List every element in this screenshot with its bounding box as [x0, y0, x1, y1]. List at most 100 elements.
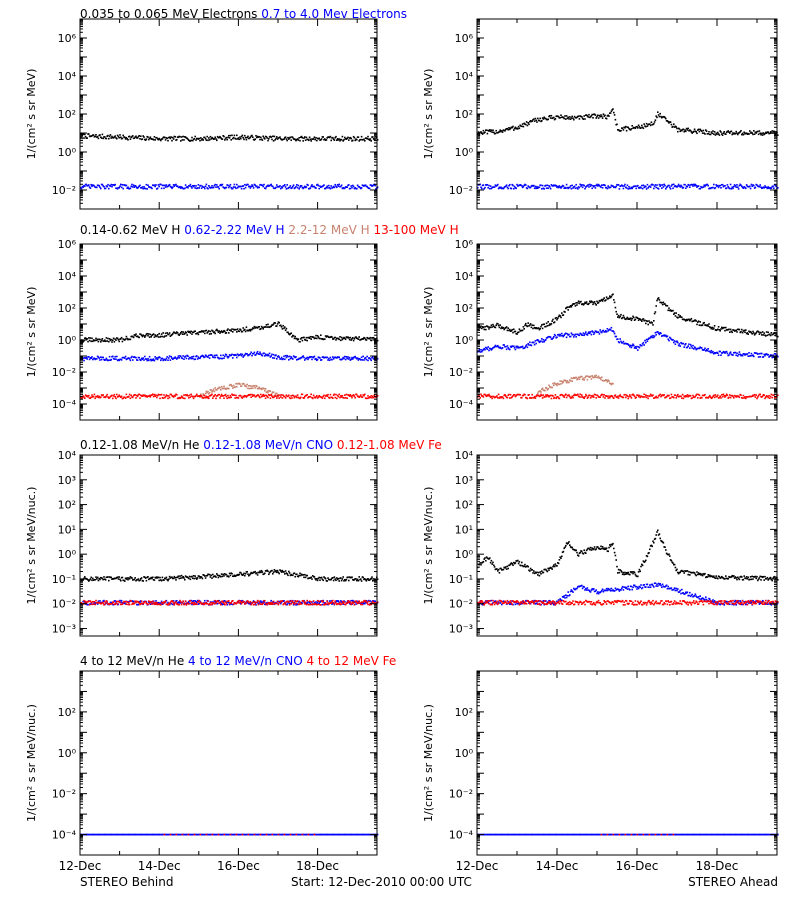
data-point	[509, 183, 511, 186]
data-point	[301, 393, 304, 396]
data-point	[228, 387, 230, 390]
data-point	[320, 334, 322, 336]
data-point	[572, 333, 574, 336]
data-point	[615, 335, 617, 338]
data-point	[113, 577, 116, 580]
data-point	[124, 138, 127, 140]
data-point	[145, 395, 148, 397]
data-point	[569, 185, 572, 187]
data-point	[286, 184, 288, 186]
data-point	[689, 186, 691, 188]
data-point	[119, 134, 121, 136]
data-point	[609, 295, 611, 297]
data-point	[260, 388, 263, 391]
data-point	[311, 184, 313, 186]
data-point	[707, 348, 709, 350]
data-point	[172, 333, 174, 335]
data-point	[510, 346, 513, 348]
data-point	[488, 328, 490, 330]
data-point	[648, 320, 650, 322]
data-point	[186, 186, 188, 188]
data-point	[694, 183, 697, 186]
data-point	[144, 394, 146, 396]
data-point	[698, 347, 701, 350]
data-point	[104, 340, 107, 343]
data-point	[214, 387, 216, 389]
data-point	[673, 123, 675, 125]
data-point	[533, 118, 535, 120]
data-point	[721, 183, 724, 186]
data-point	[637, 184, 639, 187]
data-point	[214, 183, 216, 186]
data-point	[192, 355, 195, 358]
data-point	[490, 324, 493, 326]
data-point	[596, 300, 598, 303]
data-point	[296, 184, 298, 186]
data-point	[563, 117, 565, 120]
data-point	[154, 185, 156, 188]
data-point	[316, 335, 319, 337]
data-point	[633, 344, 635, 347]
data-point	[97, 340, 100, 343]
data-point	[170, 355, 172, 358]
data-point	[139, 397, 141, 399]
data-point	[250, 396, 252, 398]
data-point	[360, 187, 363, 189]
data-point	[684, 319, 686, 321]
data-point	[571, 115, 573, 118]
data-point	[486, 348, 489, 350]
data-point	[279, 185, 281, 187]
data-point	[561, 382, 564, 384]
data-point	[135, 397, 137, 399]
data-point	[747, 333, 749, 335]
data-point	[713, 352, 715, 355]
data-point	[208, 357, 211, 359]
data-point	[637, 394, 639, 396]
data-point	[83, 577, 85, 580]
data-point	[228, 186, 230, 189]
data-point	[709, 350, 711, 353]
data-point	[570, 187, 573, 190]
data-point	[128, 357, 130, 359]
data-point	[576, 116, 578, 119]
data-point	[250, 387, 252, 390]
data-point	[363, 138, 365, 141]
data-point	[767, 396, 769, 399]
data-point	[121, 397, 124, 400]
data-point	[670, 123, 673, 126]
data-point	[243, 383, 245, 385]
data-point	[718, 185, 721, 187]
data-point	[482, 348, 485, 351]
data-point	[96, 135, 99, 138]
data-point	[296, 138, 299, 140]
data-point	[490, 349, 493, 351]
y-tick-label: 10²	[58, 302, 76, 315]
data-point	[122, 187, 124, 190]
data-point	[154, 395, 156, 397]
data-point	[336, 138, 339, 140]
data-point	[180, 574, 183, 577]
data-point	[537, 187, 539, 189]
data-point	[334, 136, 336, 139]
data-point	[368, 337, 371, 340]
data-point	[221, 138, 224, 140]
data-point	[240, 185, 242, 188]
data-point	[484, 326, 486, 328]
data-point	[104, 396, 107, 399]
data-point	[153, 579, 156, 581]
data-point	[88, 339, 91, 342]
data-point	[513, 347, 516, 349]
data-point	[127, 186, 129, 188]
data-point	[653, 187, 655, 190]
data-point	[117, 338, 120, 341]
data-point	[774, 184, 777, 187]
data-point	[359, 395, 361, 398]
data-point	[84, 135, 87, 138]
data-point	[166, 578, 168, 581]
data-point	[206, 135, 208, 138]
data-point	[125, 578, 128, 580]
data-point	[224, 137, 227, 140]
data-point	[669, 397, 672, 399]
data-point	[168, 333, 170, 336]
data-point	[212, 330, 214, 332]
